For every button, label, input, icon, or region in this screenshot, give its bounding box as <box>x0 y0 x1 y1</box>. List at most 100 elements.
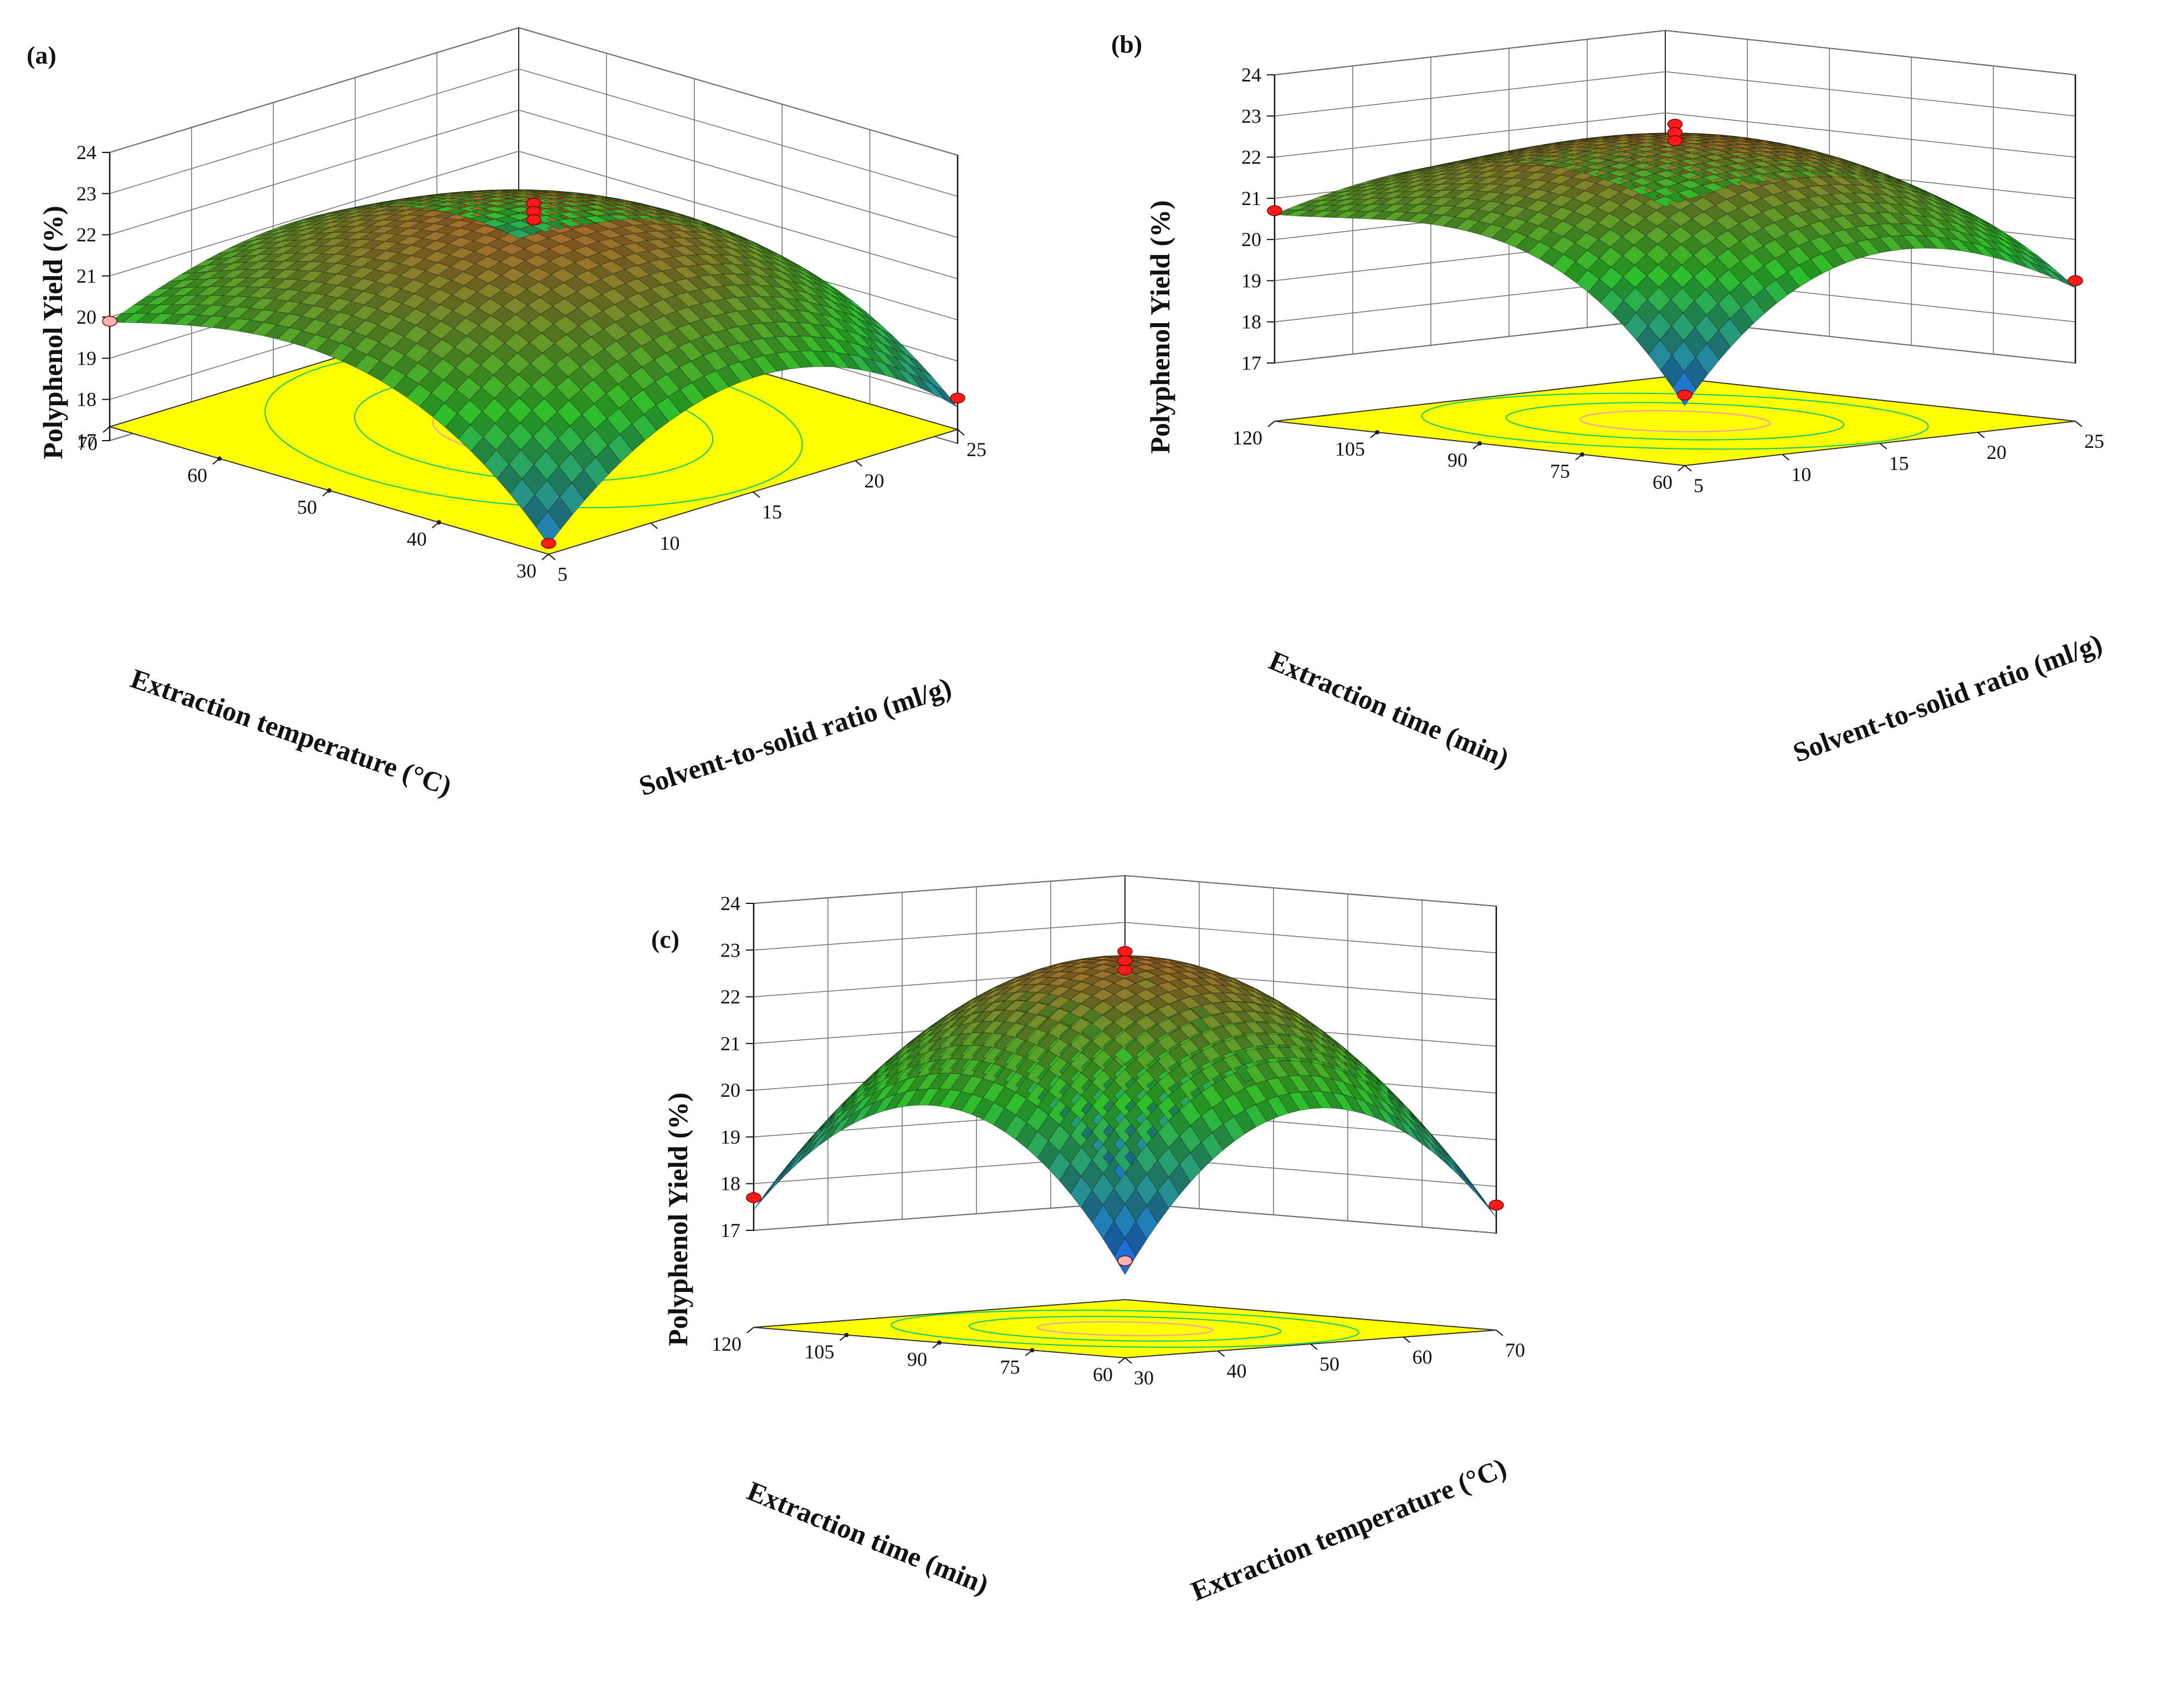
panel-a-label: (a) <box>27 41 57 69</box>
z-axis-label: Polyphenol Yield (%) <box>1144 200 1175 453</box>
x-tick <box>541 554 549 560</box>
y-axis-label: Extraction temperature (°C) <box>1186 1451 1510 1607</box>
z-tick-label: 19 <box>1241 269 1261 292</box>
x-tick-label: 60 <box>1093 1363 1113 1386</box>
z-tick-label: 17 <box>720 1219 740 1241</box>
x-tick <box>1267 421 1275 427</box>
z-axis-label: Polyphenol Yield (%) <box>37 206 68 459</box>
z-tick-label: 19 <box>76 347 96 369</box>
x-tick-dot <box>1375 430 1379 435</box>
z-tick-label: 20 <box>1241 228 1261 251</box>
z-axis-label: Polyphenol Yield (%) <box>662 1092 693 1346</box>
z-tick-label: 18 <box>76 389 96 411</box>
x-tick-label: 60 <box>187 464 207 487</box>
x-tick-label: 70 <box>78 432 98 454</box>
design-point <box>526 214 541 226</box>
panel-c-label: (c) <box>651 925 679 953</box>
x-tick-label: 75 <box>1000 1356 1020 1378</box>
z-tick-label: 21 <box>1241 187 1261 209</box>
y-tick-label: 50 <box>1319 1353 1339 1375</box>
x-tick-label: 60 <box>1653 471 1672 493</box>
y-tick <box>1124 1357 1132 1364</box>
y-axis-label: Solvent-to-solid ratio (ml/g) <box>635 671 955 801</box>
design-point <box>1117 946 1133 957</box>
x-tick <box>103 426 110 433</box>
contour-line <box>264 347 803 509</box>
design-point <box>1117 955 1133 967</box>
x-tick-label: 90 <box>1448 449 1467 471</box>
x-tick-dot <box>437 520 441 525</box>
y-tick <box>1782 454 1789 461</box>
y-tick <box>1217 1350 1225 1357</box>
contour-floor <box>1274 376 2076 467</box>
x-tick-label: 90 <box>907 1348 927 1371</box>
surface-cell <box>1474 1188 1497 1218</box>
x-tick-label: 120 <box>1232 427 1262 449</box>
z-tick-label: 24 <box>1241 64 1261 86</box>
x-tick-label: 105 <box>1335 438 1365 460</box>
x-tick-label: 120 <box>712 1333 741 1355</box>
z-tick-label: 21 <box>720 1033 740 1055</box>
x-axis-label: Extraction time (min) <box>743 1475 993 1600</box>
x-tick-dot <box>844 1332 849 1337</box>
response-surface <box>1274 132 2076 406</box>
x-tick-dot <box>1477 441 1482 446</box>
response-surface <box>753 955 1497 1275</box>
y-tick-label: 15 <box>1889 452 1909 474</box>
z-tick-label: 23 <box>720 939 740 961</box>
x-axis-label: Extraction time (min) <box>1265 645 1513 774</box>
x-axis-label: Extraction temperature (°C) <box>127 663 456 802</box>
z-tick-label: 18 <box>1241 311 1261 333</box>
y-tick-label: 30 <box>1134 1367 1154 1389</box>
panel-c-surface-plot: (c) 17 18 19 20 21 22 23 24 120 105 90 75 60 30 40 50 60… <box>651 875 1525 1607</box>
contour-line <box>1036 1321 1214 1337</box>
y-tick <box>1310 1343 1318 1350</box>
x-tick-label: 105 <box>805 1341 835 1363</box>
y-tick-label: 40 <box>1227 1360 1247 1382</box>
x-tick-label: 30 <box>516 560 536 582</box>
contour-floor-plane <box>753 1299 1497 1359</box>
y-tick-label: 60 <box>1413 1346 1433 1368</box>
y-tick <box>753 491 760 498</box>
wall-gridline <box>109 109 958 238</box>
panel-a-surface-plot: (a) 17 18 19 20 21 22 23 24 70 60 50 40 30 5 10 15 20 25 P… <box>27 27 986 802</box>
response-surface <box>109 189 958 545</box>
x-tick <box>746 1327 754 1333</box>
wall-gridline <box>1274 71 2076 117</box>
design-point <box>1117 1255 1133 1266</box>
y-tick-label: 10 <box>1791 463 1811 485</box>
x-tick-dot <box>217 456 222 461</box>
y-tick-label: 25 <box>966 438 986 461</box>
x-tick-label: 40 <box>407 528 427 550</box>
wall-gridline <box>753 875 1497 907</box>
y-tick-label: 25 <box>2084 430 2104 452</box>
x-tick-label: 75 <box>1550 460 1570 482</box>
y-tick <box>548 554 556 560</box>
y-tick <box>650 522 658 529</box>
x-tick <box>1677 465 1685 472</box>
z-tick-label: 22 <box>1241 146 1261 168</box>
y-tick-label: 20 <box>865 469 884 492</box>
y-tick-label: 20 <box>1987 441 2007 463</box>
design-point <box>1677 389 1692 401</box>
z-tick-label: 17 <box>76 430 96 452</box>
panel-b-label: (b) <box>1111 30 1142 58</box>
y-axis-label: Solvent-to-solid ratio (ml/g) <box>1789 627 2106 768</box>
z-tick-label: 24 <box>76 141 96 163</box>
panel-b-surface-plot: (b) 17 18 19 20 21 22 23 24 120 105 90 75 60 5 10 15 20 2… <box>1111 29 2106 774</box>
design-point <box>746 1192 761 1203</box>
wall-gridline <box>1274 112 2076 158</box>
wall-gridline <box>109 27 958 156</box>
x-tick-label: 50 <box>297 496 317 518</box>
z-tick-label: 18 <box>720 1173 740 1195</box>
z-tick-label: 20 <box>720 1079 740 1101</box>
y-tick <box>1977 432 1985 438</box>
y-tick-label: 15 <box>762 501 782 523</box>
y-tick <box>855 460 863 467</box>
y-tick-label: 5 <box>1694 474 1704 497</box>
design-point <box>1667 135 1683 146</box>
z-tick-label: 24 <box>720 892 740 914</box>
design-point <box>1489 1199 1504 1211</box>
wall-gridline <box>109 68 958 197</box>
